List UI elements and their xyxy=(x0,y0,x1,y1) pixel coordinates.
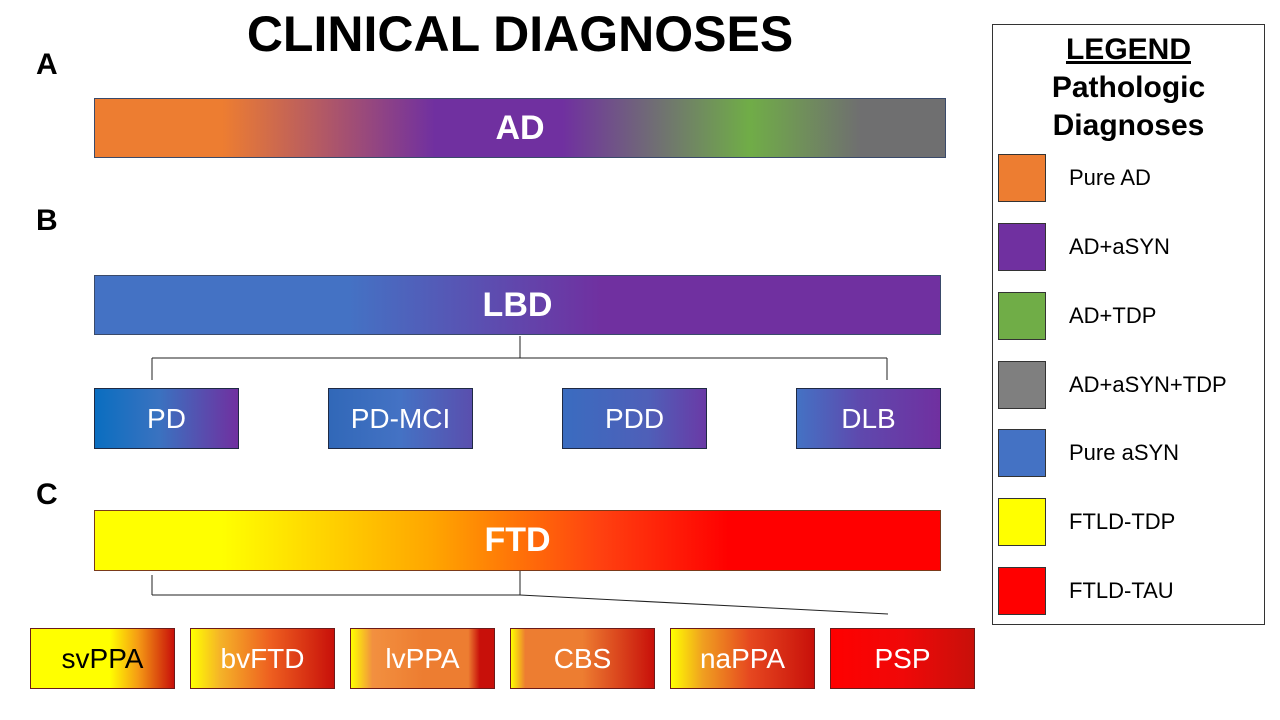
legend-heading-group: LEGEND Pathologic Diagnoses xyxy=(993,31,1264,145)
legend-swatch-ad-asyn xyxy=(998,223,1046,271)
subtype-pdd-label: PDD xyxy=(604,402,665,434)
legend-box: LEGEND Pathologic Diagnoses Pure AD AD+a… xyxy=(992,24,1265,625)
legend-label-ad-tdp: AD+TDP xyxy=(1069,303,1157,328)
legend-swatch-pure-asyn xyxy=(998,429,1046,477)
legend-swatch-ftld-tdp xyxy=(998,498,1046,546)
legend-subheading-2: Diagnoses xyxy=(1052,109,1205,142)
lbd-bar: LBD xyxy=(94,275,941,335)
section-letter-b: B xyxy=(36,204,58,237)
legend-label-ad-asyn: AD+aSYN xyxy=(1069,234,1170,259)
section-letter-a: A xyxy=(36,48,58,81)
legend-swatch-pure-ad xyxy=(998,154,1046,202)
subtype-svppa: svPPA xyxy=(30,628,175,689)
subtype-bvftd: bvFTD xyxy=(190,628,335,689)
subtype-cbs: CBS xyxy=(510,628,655,689)
subtype-nappa: naPPA xyxy=(670,628,815,689)
subtype-pdd: PDD xyxy=(562,388,707,449)
subtype-dlb-label: DLB xyxy=(841,402,896,434)
subtype-psp-label: PSP xyxy=(874,642,931,674)
legend-swatch-ad-tdp xyxy=(998,292,1046,340)
ftd-bar: FTD xyxy=(94,510,941,571)
subtype-pd-label: PD xyxy=(147,402,186,434)
ad-bar: AD xyxy=(94,98,946,158)
subtype-lvppa: lvPPA xyxy=(350,628,495,689)
subtype-pd: PD xyxy=(94,388,239,449)
subtype-lvppa-label: lvPPA xyxy=(385,642,460,674)
subtype-cbs-label: CBS xyxy=(553,642,612,674)
legend-label-ad-asyn-tdp: AD+aSYN+TDP xyxy=(1069,372,1227,397)
subtype-pd-mci-label: PD-MCI xyxy=(350,402,451,434)
subtype-nappa-label: naPPA xyxy=(699,642,786,674)
legend-label-pure-asyn: Pure aSYN xyxy=(1069,440,1180,465)
lbd-bar-label: LBD xyxy=(482,285,553,324)
legend-label-pure-ad: Pure AD xyxy=(1069,165,1151,190)
subtype-svppa-label: svPPA xyxy=(61,642,144,674)
subtype-pd-mci: PD-MCI xyxy=(328,388,473,449)
page-title: CLINICAL DIAGNOSES xyxy=(246,6,794,62)
section-letter-c: C xyxy=(36,478,58,511)
legend-subheading-1: Pathologic xyxy=(1051,71,1206,104)
ftd-connector-diagonal xyxy=(519,594,889,615)
legend-swatch-ad-asyn-tdp xyxy=(998,361,1046,409)
legend-label-ftld-tau: FTLD-TAU xyxy=(1069,578,1174,603)
subtype-dlb: DLB xyxy=(796,388,941,449)
ftd-bar-label: FTD xyxy=(484,521,551,559)
legend-label-ftld-tdp: FTLD-TDP xyxy=(1069,509,1176,534)
subtype-bvftd-label: bvFTD xyxy=(220,642,305,674)
ad-bar-label: AD xyxy=(495,108,545,147)
subtype-psp: PSP xyxy=(830,628,975,689)
legend-heading: LEGEND xyxy=(1065,33,1191,66)
legend-swatch-ftld-tau xyxy=(998,567,1046,615)
